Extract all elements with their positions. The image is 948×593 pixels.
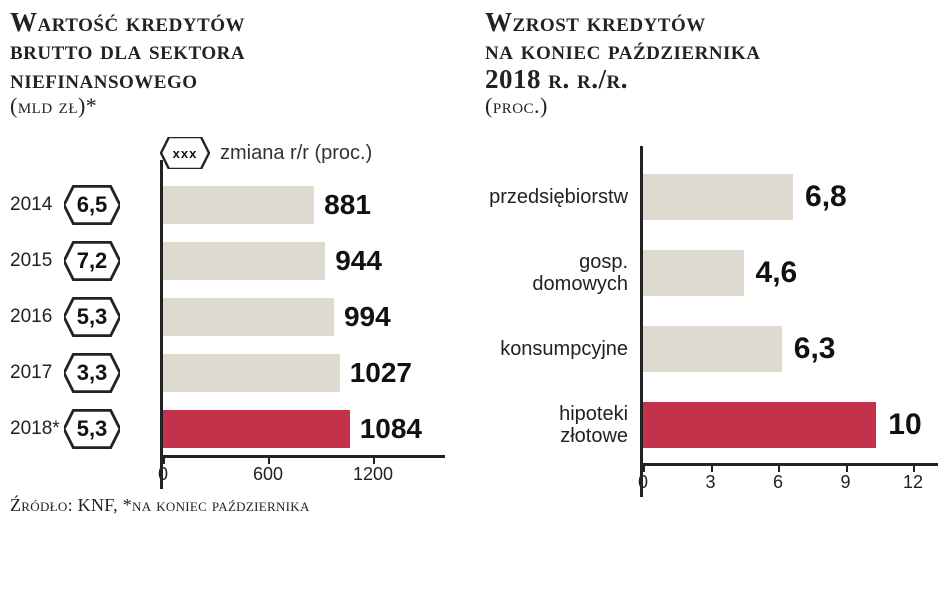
bar (160, 354, 340, 392)
left-bar-row: 2015 7,2 944 (10, 233, 445, 289)
left-bar-row: 2017 3,3 1027 (10, 345, 445, 401)
change-badge: 7,2 (58, 241, 126, 281)
bar (160, 242, 325, 280)
bar-track: 6,8 (640, 159, 938, 235)
bar-track: 881 (126, 177, 445, 233)
bar-track: 10 (640, 387, 938, 463)
value-label: 6,8 (805, 180, 847, 214)
category-label: przedsiębiorstw (485, 186, 640, 208)
left-bar-chart: 2014 6,5 881 2015 7,2 944 2016 5,3 994 2017 3,3 102… (10, 177, 445, 457)
value-label: 10 (888, 408, 921, 442)
left-bar-row: 2018* 5,3 1084 (10, 401, 445, 457)
charts-container: Wartość kredytów brutto dla sektora nief… (0, 0, 948, 593)
bar (640, 174, 793, 220)
bar-track: 1027 (126, 345, 445, 401)
bar-track: 6,3 (640, 311, 938, 387)
left-bar-row: 2014 6,5 881 (10, 177, 445, 233)
category-label: hipotekizłotowe (485, 403, 640, 447)
left-axis: 06001200 (160, 455, 445, 489)
bar-track: 1084 (126, 401, 445, 457)
change-badge: 5,3 (58, 297, 126, 337)
year-label: 2018* (10, 418, 58, 440)
right-title-line1: Wzrost kredytów (485, 8, 938, 36)
bar (160, 186, 314, 224)
value-label: 1084 (360, 413, 422, 445)
hexagon-icon: 3,3 (64, 353, 120, 393)
legend-label: zmiana r/r (proc.) (220, 142, 372, 165)
change-badge: 6,5 (58, 185, 126, 225)
bar (640, 326, 782, 372)
right-title-line2: na koniec października (485, 36, 938, 64)
right-bar-row: gosp.domowych 4,6 (485, 235, 938, 311)
year-label: 2017 (10, 362, 58, 384)
hexagon-icon: 5,3 (64, 297, 120, 337)
value-label: 881 (324, 189, 371, 221)
hexagon-icon: 6,5 (64, 185, 120, 225)
value-label: 944 (335, 245, 382, 277)
left-title-line3: niefinansowego (10, 65, 445, 93)
year-label: 2016 (10, 306, 58, 328)
change-badge: 3,3 (58, 353, 126, 393)
left-bar-row: 2016 5,3 994 (10, 289, 445, 345)
bar (640, 250, 744, 296)
category-label: gosp.domowych (485, 251, 640, 295)
hexagon-icon: 5,3 (64, 409, 120, 449)
left-panel: Wartość kredytów brutto dla sektora nief… (0, 0, 455, 593)
value-label: 1027 (350, 357, 412, 389)
bar-track: 4,6 (640, 235, 938, 311)
bar (160, 298, 334, 336)
value-label: 4,6 (756, 256, 798, 290)
hexagon-icon: 7,2 (64, 241, 120, 281)
right-bar-chart: przedsiębiorstw 6,8 gosp.domowych 4,6 konsum… (485, 159, 938, 463)
category-label: konsumpcyjne (485, 338, 640, 360)
year-label: 2014 (10, 194, 58, 216)
right-title-line3: 2018 r. r./r. (485, 65, 938, 93)
right-bar-row: hipotekizłotowe 10 (485, 387, 938, 463)
bar-track: 944 (126, 233, 445, 289)
bar-track: 994 (126, 289, 445, 345)
bar (640, 402, 876, 448)
right-panel: Wzrost kredytów na koniec października 2… (455, 0, 948, 593)
legend-hexagon-icon: xxx (160, 137, 210, 169)
change-badge: 5,3 (58, 409, 126, 449)
year-label: 2015 (10, 250, 58, 272)
left-subtitle: (mld zł)* (10, 93, 445, 119)
right-bar-row: konsumpcyjne 6,3 (485, 311, 938, 387)
bar (160, 410, 350, 448)
source-footnote: Źródło: KNF, *na koniec października (10, 495, 445, 516)
legend-badge-text: xxx (173, 146, 198, 161)
right-bar-row: przedsiębiorstw 6,8 (485, 159, 938, 235)
right-subtitle: (proc.) (485, 93, 938, 119)
left-title-line1: Wartość kredytów (10, 8, 445, 36)
value-label: 994 (344, 301, 391, 333)
legend: xxx zmiana r/r (proc.) (160, 137, 445, 169)
left-title-line2: brutto dla sektora (10, 36, 445, 64)
value-label: 6,3 (794, 332, 836, 366)
right-axis: 036912 (640, 463, 938, 497)
